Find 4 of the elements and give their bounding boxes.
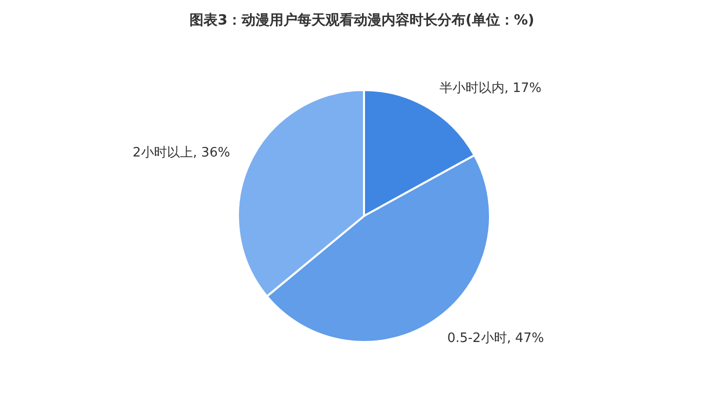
slice-label: 0.5-2小时, 47% [447,330,544,346]
slice-label: 半小时以内, 17% [439,80,542,96]
slice-label: 2小时以上, 36% [132,145,230,160]
chart-title: 图表3：动漫用户每天观看动漫内容时长分布(单位：%) [190,12,534,29]
